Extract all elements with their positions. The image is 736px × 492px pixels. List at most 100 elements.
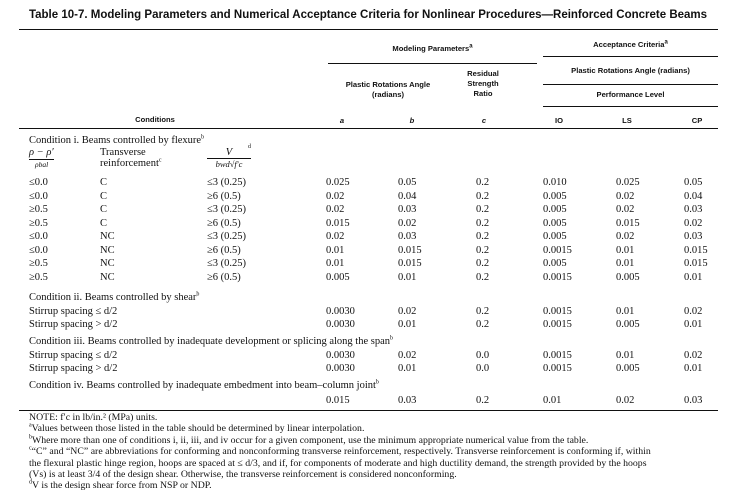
col-a-header: a: [339, 116, 345, 125]
c-cell: 0.2: [476, 231, 490, 242]
io-cell: 0.0015: [543, 350, 572, 361]
c-cell: 0.2: [476, 204, 490, 215]
shear-cell: ≤3 (0.25): [207, 204, 247, 215]
transverse-cell: NC: [100, 231, 115, 242]
condition-ii-title: Condition ii. Beams controlled by shearb: [29, 291, 200, 304]
c-cell: 0.2: [476, 177, 490, 188]
io-cell: 0.005: [543, 204, 567, 215]
io-cell: 0.005: [543, 217, 567, 229]
transverse-cell: NC: [100, 271, 115, 283]
a-cell: 0.0030: [326, 362, 355, 374]
transverse-cell: NC: [100, 244, 115, 256]
a-cell: 0.005: [326, 271, 350, 283]
col-cp-header: CP: [691, 116, 703, 125]
ls-cell: 0.025: [616, 177, 640, 188]
b-cell: 0.01: [398, 271, 417, 283]
condition-label-cell: Stirrup spacing > d/2: [29, 362, 118, 374]
b-cell: 0.03: [398, 204, 417, 215]
io-cell: 0.005: [543, 190, 567, 202]
ls-cell: 0.015: [616, 217, 640, 229]
rho-cell: ≤0.0: [29, 177, 48, 188]
shear-cell: ≤3 (0.25): [207, 177, 247, 188]
a-cell: 0.0030: [326, 306, 355, 317]
a-cell: 0.015: [326, 217, 350, 229]
note-a: aValues between those listed in the tabl…: [29, 423, 365, 435]
rho-cell: ≤0.0: [29, 244, 48, 256]
plastic-rot-underline: [543, 84, 718, 85]
b-cell: 0.01: [398, 362, 417, 374]
modeling-params-header: Modeling Parametersa: [392, 43, 473, 53]
ls-cell: 0.02: [616, 395, 635, 406]
c-cell: 0.2: [476, 217, 490, 229]
a-cell: 0.02: [326, 231, 345, 242]
note-units: NOTE: f′c in lb/in.² (MPa) units.: [29, 412, 158, 423]
ls-cell: 0.005: [616, 318, 640, 330]
b-cell: 0.02: [398, 306, 417, 317]
performance-level-header: Performance Level: [596, 90, 665, 99]
condition-label-cell: Stirrup spacing > d/2: [29, 318, 118, 330]
ls-cell: 0.01: [616, 306, 635, 317]
cp-cell: 0.015: [684, 244, 708, 256]
io-cell: 0.0015: [543, 362, 572, 374]
io-cell: 0.005: [543, 258, 567, 269]
table-title: Table 10-7. Modeling Parameters and Nume…: [28, 9, 708, 21]
cp-cell: 0.01: [684, 318, 703, 330]
condition-iv-title: Condition iv. Beams controlled by inadeq…: [29, 379, 379, 392]
acceptance-underline: [543, 56, 718, 57]
ls-cell: 0.005: [616, 362, 640, 374]
note-c-cont2: (Vs) is at least 3/4 of the design shear…: [29, 469, 457, 481]
cp-cell: 0.03: [684, 395, 703, 406]
a-cell: 0.025: [326, 177, 350, 188]
rho-cell: ≤0.0: [29, 231, 48, 242]
col-b-header: b: [409, 116, 415, 125]
transverse-reinforcement-label: Transverse reinforcementc: [100, 147, 162, 169]
c-cell: 0.2: [476, 271, 490, 283]
b-cell: 0.04: [398, 190, 417, 202]
plastic-rot-header: Plastic Rotations Angle (radians): [571, 66, 690, 75]
c-cell: 0.0: [476, 362, 490, 374]
condition-i-title: Condition i. Beams controlled by flexure…: [29, 134, 205, 147]
b-cell: 0.02: [398, 217, 417, 229]
cp-cell: 0.01: [684, 362, 703, 374]
transverse-cell: C: [100, 204, 108, 215]
col-c-header: c: [481, 116, 487, 125]
io-cell: 0.0015: [543, 271, 572, 283]
b-cell: 0.03: [398, 395, 417, 406]
c-cell: 0.0: [476, 350, 490, 361]
notes: NOTE: f′c in lb/in.² (MPa) units. aValue…: [29, 412, 651, 492]
b-cell: 0.015: [398, 244, 422, 256]
b-cell: 0.03: [398, 231, 417, 242]
note-b: bWhere more than one of conditions i, ii…: [29, 434, 589, 446]
c-cell: 0.2: [476, 395, 490, 406]
conditions-header: Conditions: [135, 115, 175, 124]
shear-cell: ≥6 (0.5): [207, 271, 241, 283]
cp-cell: 0.04: [684, 190, 703, 202]
a-cell: 0.02: [326, 190, 345, 202]
io-cell: 0.005: [543, 231, 567, 242]
rho-cell: ≥0.5: [29, 258, 48, 269]
transverse-cell: NC: [100, 258, 115, 269]
a-cell: 0.01: [326, 244, 345, 256]
ls-cell: 0.01: [616, 350, 635, 361]
cp-cell: 0.03: [684, 204, 703, 215]
cp-cell: 0.02: [684, 217, 703, 229]
header-bottom-rule: [19, 128, 718, 129]
plastic-rot-ab-header: Plastic Rotations Angle (radians): [345, 80, 431, 99]
a-cell: 0.0030: [326, 318, 355, 330]
rho-cell: ≥0.5: [29, 217, 48, 229]
ls-cell: 0.01: [616, 258, 635, 269]
top-rule: [19, 29, 718, 30]
ls-cell: 0.02: [616, 204, 635, 215]
b-cell: 0.02: [398, 350, 417, 361]
modeling-underline: [328, 63, 537, 64]
b-cell: 0.015: [398, 258, 422, 269]
cp-cell: 0.01: [684, 271, 703, 283]
col-ls-header: LS: [622, 116, 632, 125]
io-cell: 0.0015: [543, 306, 572, 317]
transverse-cell: C: [100, 190, 108, 202]
io-cell: 0.01: [543, 395, 562, 406]
cp-cell: 0.02: [684, 306, 703, 317]
shear-cell: ≥6 (0.5): [207, 217, 241, 229]
condition-iii-title: Condition iii. Beams controlled by inade…: [29, 335, 394, 348]
note-c: c“C” and “NC” are abbreviations for conf…: [29, 445, 651, 458]
